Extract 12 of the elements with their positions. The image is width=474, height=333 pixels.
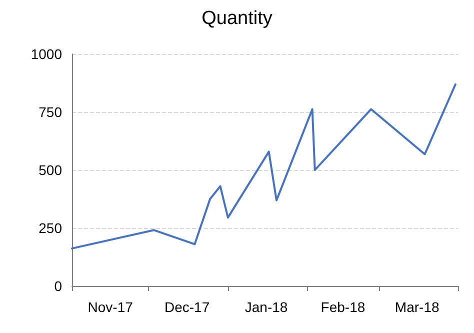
x-tick-label: Feb-18 (320, 299, 366, 315)
chart-title: Quantity (202, 8, 273, 29)
x-tick-label: Nov-17 (88, 299, 134, 315)
line-series (71, 83, 456, 250)
y-tick-label: 250 (38, 220, 62, 236)
y-tick-label: 1000 (30, 46, 62, 62)
y-tick-label: 0 (54, 278, 62, 294)
x-tick-label: Dec-17 (164, 299, 210, 315)
x-tick-label: Mar-18 (394, 299, 440, 315)
y-tick-label: 750 (38, 104, 62, 120)
x-tick-label: Jan-18 (244, 299, 288, 315)
y-tick-label: 500 (38, 162, 62, 178)
